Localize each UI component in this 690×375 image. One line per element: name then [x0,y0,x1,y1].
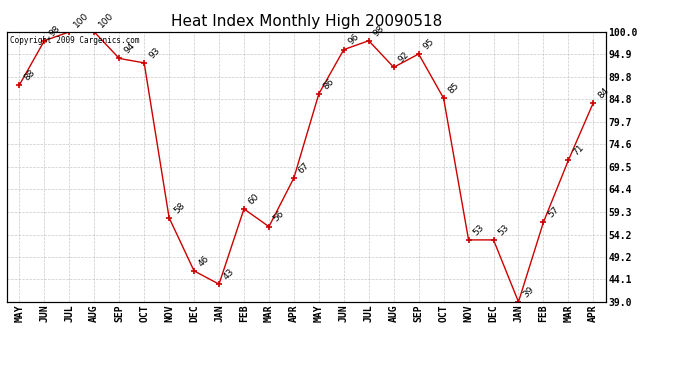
Text: 43: 43 [221,267,236,281]
Text: 53: 53 [471,223,486,237]
Text: 71: 71 [571,143,586,158]
Text: 100: 100 [72,10,90,29]
Text: 98: 98 [47,24,61,38]
Text: 39: 39 [521,285,535,299]
Text: 85: 85 [446,81,461,96]
Text: 93: 93 [147,46,161,60]
Text: 53: 53 [496,223,511,237]
Text: 86: 86 [322,76,336,91]
Text: 67: 67 [297,160,311,175]
Text: 92: 92 [397,50,411,64]
Text: 100: 100 [97,10,116,29]
Text: 94: 94 [122,41,137,56]
Text: 58: 58 [172,201,186,215]
Text: 57: 57 [546,205,561,219]
Text: 60: 60 [247,192,262,206]
Text: 46: 46 [197,254,211,268]
Text: 95: 95 [422,37,436,51]
Text: 96: 96 [346,32,361,47]
Text: 84: 84 [596,86,611,100]
Text: 56: 56 [272,209,286,224]
Text: 88: 88 [22,68,37,82]
Title: Heat Index Monthly High 20090518: Heat Index Monthly High 20090518 [170,14,442,29]
Text: 98: 98 [371,24,386,38]
Text: Copyright 2009 Cargenics.com: Copyright 2009 Cargenics.com [10,36,139,45]
